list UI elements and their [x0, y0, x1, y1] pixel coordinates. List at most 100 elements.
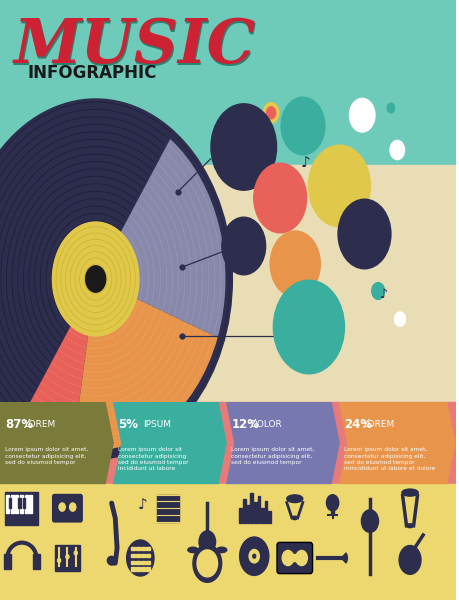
Circle shape [326, 494, 338, 511]
Wedge shape [0, 181, 95, 448]
Bar [261, 508, 263, 523]
Text: ♪: ♪ [137, 498, 147, 512]
Bar [146, 560, 150, 564]
Text: Lorem ipsum dolor sit amet,
consectetur adipisicing elit,
sed do eiusmod tempor: Lorem ipsum dolor sit amet, consectetur … [231, 447, 314, 465]
Bar [146, 554, 150, 557]
FancyBboxPatch shape [276, 542, 312, 574]
Bar [130, 568, 134, 571]
Circle shape [0, 99, 232, 459]
Bar [136, 560, 140, 564]
Text: Lorem ipsum dolor sit
consectetur adipisicing
sed do eiusmod tempor
incididunt u: Lorem ipsum dolor sit consectetur adipis… [118, 447, 189, 472]
Circle shape [85, 266, 106, 292]
Text: MUSIC: MUSIC [15, 18, 257, 78]
Circle shape [273, 280, 344, 374]
Circle shape [398, 545, 420, 574]
Circle shape [52, 222, 139, 336]
Text: INFOGRAPHIC: INFOGRAPHIC [27, 64, 157, 82]
Polygon shape [113, 402, 226, 484]
Bar [23, 497, 25, 508]
Bar [246, 505, 249, 523]
Bar [15, 495, 18, 513]
Bar [6, 492, 38, 524]
Wedge shape [341, 553, 347, 563]
Bar [264, 500, 267, 523]
Bar [146, 568, 150, 571]
Text: ♪: ♪ [300, 156, 309, 172]
Polygon shape [338, 402, 454, 484]
Bar [291, 554, 297, 560]
Bar [29, 495, 32, 513]
Bar [130, 547, 134, 550]
Text: ♪: ♪ [379, 287, 387, 301]
Circle shape [249, 550, 259, 563]
Bar [268, 511, 270, 523]
Bar [364, 514, 374, 529]
Bar [242, 499, 245, 523]
Bar [141, 554, 145, 557]
Circle shape [221, 217, 265, 275]
Text: 87%: 87% [6, 418, 34, 431]
Bar [141, 560, 145, 564]
Circle shape [69, 503, 76, 511]
Wedge shape [73, 279, 217, 450]
Text: Lorem ipsum dolor sit amet,
consectetur adipisicing elit,
sed do eiusmod tempor: Lorem ipsum dolor sit amet, consectetur … [6, 447, 89, 465]
Polygon shape [225, 402, 339, 484]
Circle shape [201, 547, 213, 563]
Circle shape [66, 555, 69, 559]
Text: 24%: 24% [344, 418, 372, 431]
Circle shape [74, 551, 77, 555]
Bar [0, 165, 454, 402]
Bar [0, 0, 454, 165]
Text: LOREM: LOREM [363, 419, 394, 428]
Circle shape [308, 145, 369, 227]
Wedge shape [0, 108, 170, 279]
Bar [250, 493, 252, 523]
Circle shape [196, 550, 217, 577]
Circle shape [266, 107, 275, 119]
Circle shape [126, 540, 154, 576]
Circle shape [269, 231, 319, 297]
Circle shape [263, 103, 278, 123]
FancyBboxPatch shape [52, 494, 83, 523]
Bar [25, 495, 28, 513]
Ellipse shape [406, 524, 412, 528]
Bar [130, 554, 134, 557]
Ellipse shape [187, 547, 198, 553]
Bar [0, 402, 454, 484]
Bar [157, 494, 178, 521]
Text: 5%: 5% [118, 418, 138, 431]
Circle shape [253, 163, 306, 233]
Text: DOLOR: DOLOR [250, 419, 282, 428]
Circle shape [371, 283, 384, 299]
Circle shape [361, 510, 378, 532]
Circle shape [239, 537, 268, 575]
Circle shape [280, 97, 324, 155]
Circle shape [57, 559, 61, 563]
Bar [33, 554, 40, 569]
Bar [141, 547, 145, 550]
Circle shape [282, 550, 293, 566]
Ellipse shape [216, 547, 226, 553]
Text: IPSUM: IPSUM [143, 419, 171, 428]
Bar [20, 495, 23, 513]
Ellipse shape [291, 516, 297, 520]
Circle shape [192, 545, 221, 582]
Bar [0, 484, 454, 600]
Circle shape [59, 503, 65, 511]
Ellipse shape [401, 489, 417, 496]
Circle shape [337, 199, 390, 269]
Bar [257, 496, 260, 523]
Circle shape [394, 312, 405, 326]
Circle shape [199, 531, 215, 553]
Text: MUSIC: MUSIC [14, 16, 255, 76]
Bar [136, 547, 140, 550]
Bar [146, 547, 150, 550]
Bar [330, 504, 333, 514]
Bar [9, 497, 11, 508]
Bar [11, 495, 14, 513]
Bar [55, 545, 80, 571]
Polygon shape [0, 402, 114, 484]
Bar [253, 502, 256, 523]
Bar [136, 554, 140, 557]
Circle shape [252, 554, 255, 558]
